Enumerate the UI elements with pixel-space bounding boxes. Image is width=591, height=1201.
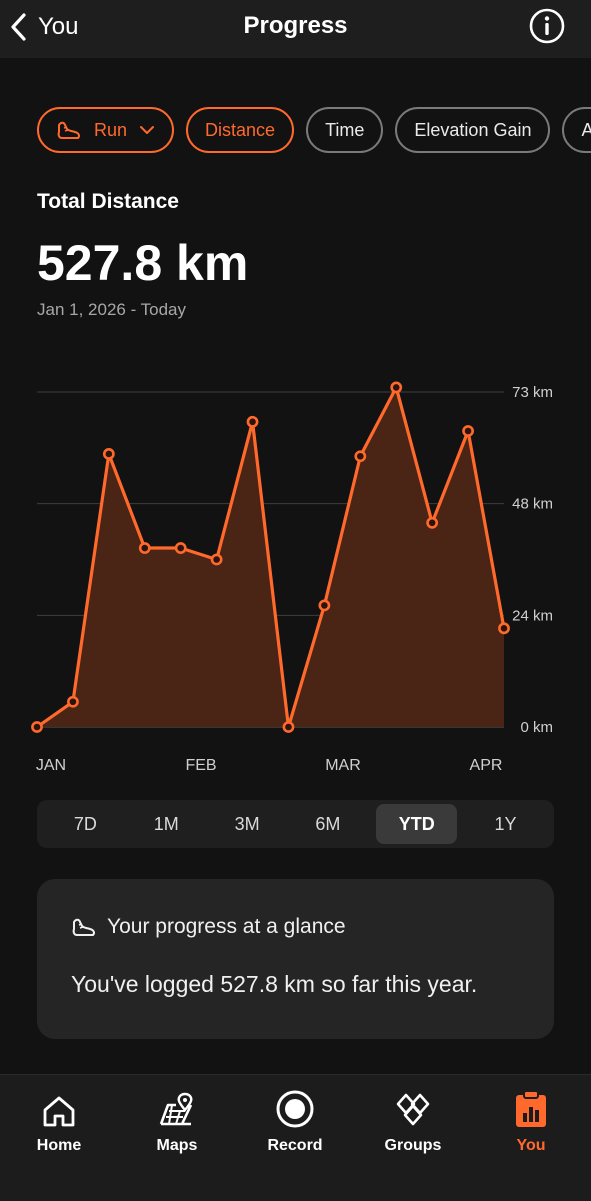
data-point <box>498 622 510 635</box>
range-1y[interactable]: 1Y <box>494 814 517 834</box>
x-tick-label: FEB <box>185 757 216 774</box>
data-point <box>67 695 79 708</box>
data-point <box>31 721 43 733</box>
data-point <box>318 599 331 612</box>
sport-dropdown[interactable]: Run <box>37 107 175 153</box>
range-ytd[interactable]: YTD <box>376 804 458 844</box>
bottom-tab-bar: Home Maps Record Groups <box>0 1074 591 1201</box>
tab-record[interactable]: Record <box>236 1083 354 1155</box>
data-point <box>138 542 151 554</box>
x-tick-label: MAR <box>325 757 361 774</box>
total-label: Total Distance <box>37 190 179 213</box>
range-3m[interactable]: 3M <box>234 814 260 834</box>
range-6m[interactable]: 6M <box>315 814 341 834</box>
chip-time[interactable]: Time <box>306 107 384 153</box>
top-bar <box>0 0 591 58</box>
tab-groups[interactable]: Groups <box>354 1083 472 1155</box>
tab-label-you: You <box>516 1137 546 1154</box>
date-range: Jan 1, 2026 - Today <box>37 300 187 319</box>
range-1m[interactable]: 1M <box>153 814 179 834</box>
home-icon <box>43 1096 75 1127</box>
range-selector: 7D 1M 3M 6M YTD 1Y <box>37 800 554 848</box>
area-fill <box>37 387 504 727</box>
tab-label-record: Record <box>267 1137 323 1154</box>
chevron-left-icon <box>11 13 26 41</box>
series-line <box>36 385 506 729</box>
data-point <box>174 542 187 554</box>
y-tick-label: 0 km <box>520 719 553 736</box>
filter-chips: Run Distance Time Elevation Gain Ac <box>37 107 591 157</box>
info-icon[interactable] <box>529 8 565 44</box>
data-point <box>390 381 403 394</box>
x-tick-label: APR <box>470 757 503 774</box>
glance-title: Your progress at a glance <box>107 915 346 938</box>
glance-text: You've logged 527.8 km so far this year. <box>71 971 478 997</box>
back-button[interactable]: You <box>8 8 79 46</box>
tab-you[interactable]: You <box>472 1083 590 1155</box>
y-tick-label: 48 km <box>512 496 553 513</box>
record-icon <box>276 1090 314 1128</box>
sport-label: Run <box>94 119 128 140</box>
data-point <box>426 516 439 529</box>
y-tick-label: 24 km <box>512 607 553 624</box>
range-7d[interactable]: 7D <box>73 814 97 834</box>
back-label: You <box>38 13 79 40</box>
data-point <box>282 721 295 733</box>
shoe-icon <box>57 121 80 139</box>
page-title: Progress <box>243 12 348 39</box>
data-point <box>354 450 367 463</box>
tab-label-maps: Maps <box>156 1137 198 1154</box>
groups-icon <box>396 1093 430 1126</box>
distance-chart: 0 km 24 km 48 km 73 km JAN FEB MAR APR <box>31 381 553 774</box>
data-point <box>462 425 474 437</box>
chip-distance[interactable]: Distance <box>186 107 295 153</box>
glance-card: Your progress at a glance You've logged … <box>37 879 554 1039</box>
tab-maps[interactable]: Maps <box>118 1083 236 1155</box>
chevron-down-icon <box>140 126 155 134</box>
tab-home[interactable]: Home <box>0 1083 118 1155</box>
data-point <box>102 448 115 460</box>
data-point <box>246 415 259 428</box>
maps-icon <box>159 1092 193 1126</box>
chip-elevation-gain[interactable]: Elevation Gain <box>395 107 551 153</box>
tab-label-home: Home <box>36 1137 82 1154</box>
data-point <box>210 553 223 566</box>
glance-header: Your progress at a glance <box>71 915 346 939</box>
chip-more[interactable]: Ac <box>562 107 591 153</box>
tab-label-groups: Groups <box>384 1137 442 1154</box>
x-tick-label: JAN <box>36 757 66 774</box>
shoe-icon <box>72 918 95 936</box>
total-value: 527.8 km <box>37 235 249 291</box>
y-tick-label: 73 km <box>512 384 553 401</box>
you-icon <box>516 1090 546 1127</box>
